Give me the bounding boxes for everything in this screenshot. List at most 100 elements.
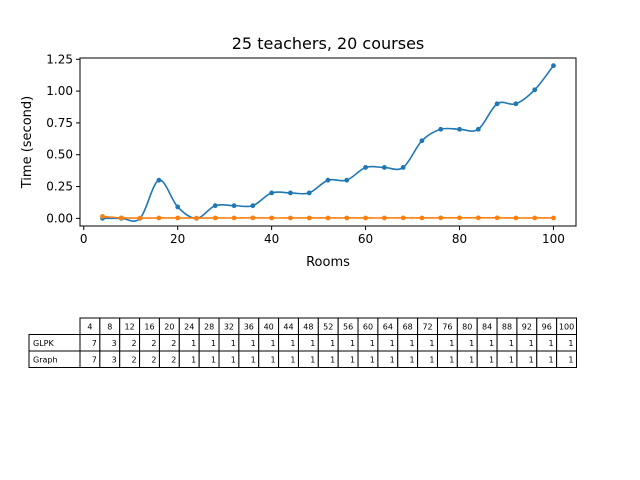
table-cell-value: 1 [350,356,355,365]
table-cell-value: 2 [171,356,176,365]
data-point [344,177,350,183]
table-cell-value: 1 [429,339,434,348]
table-cell-value: 1 [568,339,573,348]
table-column-header: 44 [283,323,293,332]
table-cell-value: 1 [330,356,335,365]
table-cell-value: 1 [410,339,415,348]
data-point [400,215,406,221]
y-axis-label: Time (second) [20,96,35,189]
table-column-header: 72 [422,323,432,332]
table-cell-value: 1 [449,356,454,365]
table-cell-value: 1 [449,339,454,348]
table-cell-value: 1 [509,339,514,348]
table-cell [178,350,200,368]
table-cell-value: 1 [290,356,295,365]
table-cell-value: 1 [310,356,315,365]
data-point [344,215,350,221]
data-point [494,215,500,221]
data-point [325,215,331,221]
data-point [325,177,331,183]
data-point [457,215,462,221]
data-point [288,215,293,221]
data-point [419,138,425,144]
table-cell [556,334,578,352]
table-column-header: 52 [323,323,333,332]
data-point [306,190,312,196]
table-cell-value: 2 [151,356,156,365]
data-point [175,215,181,221]
data-point [381,215,387,221]
table-cell [377,350,399,368]
y-tick-label: 0.25 [46,180,73,194]
table-cell [337,350,359,368]
table-cell [218,350,240,368]
y-tick-label: 1.25 [46,52,73,66]
data-point [175,204,181,210]
data-point [231,215,237,221]
table-column-header: 56 [343,323,353,332]
table-cell [377,334,399,352]
table-cell-value: 1 [469,356,474,365]
table-cell [357,334,379,352]
plot-frame [79,57,577,227]
table-cell-value: 2 [131,356,136,365]
table-cell [516,350,538,368]
table-cell [158,334,180,352]
table-cell [436,350,458,368]
table-cell-value: 1 [251,339,256,348]
table-cell [198,334,220,352]
data-point [532,87,538,93]
table-column-header: 92 [522,323,532,332]
table-column-header: 4 [87,323,92,332]
data-point [513,215,519,221]
table-column-header: 64 [383,323,393,332]
table-column-header: 20 [164,323,174,332]
data-point [156,215,162,221]
table-cell-value: 1 [211,339,216,348]
table-cell-value: 1 [429,356,434,365]
data-point [400,165,406,170]
table-column-header: 68 [403,323,413,332]
table-cell-value: 1 [370,356,375,365]
data-point [137,215,143,221]
table-cell [496,334,518,352]
table-cell-value: 1 [191,356,196,365]
table-cell [417,350,438,368]
data-point [156,177,162,183]
table-cell [297,334,319,352]
x-tick-label: 100 [542,232,565,246]
data-point [513,101,519,107]
table-column-header: 88 [502,323,512,332]
table-cell [198,350,220,368]
data-point [551,63,556,69]
table-cell-value: 1 [350,339,355,348]
data-point [438,215,444,221]
data-point [100,214,105,219]
table-cell [536,334,558,352]
y-axis: 0.00 0.25 0.50 0.75 1.00 1.25 [46,52,80,225]
table-cell-value: 1 [251,356,256,365]
data-point [269,215,275,221]
x-tick-label: 40 [264,232,279,246]
table-cell [218,334,240,352]
table-column-header: 60 [363,323,373,332]
table-cell [139,350,160,368]
data-point [475,126,481,132]
table-cell [119,350,141,368]
table-column-header: 48 [303,323,313,332]
data-point [250,203,256,209]
y-tick-label: 0.50 [46,148,73,162]
x-axis: 0 20 40 60 80 100 [80,226,565,246]
table-cell [238,350,260,368]
table-cell-value: 7 [92,339,97,348]
data-point [250,215,256,221]
table-cell-value: 1 [231,339,236,348]
table-cell [456,334,478,352]
table-cell [99,334,121,352]
table-cell [278,350,299,368]
table-cell [317,350,339,368]
data-point [231,203,237,209]
table-column-header: 12 [125,323,135,332]
table-cell-value: 1 [390,339,395,348]
table-cell-value: 1 [469,339,474,348]
